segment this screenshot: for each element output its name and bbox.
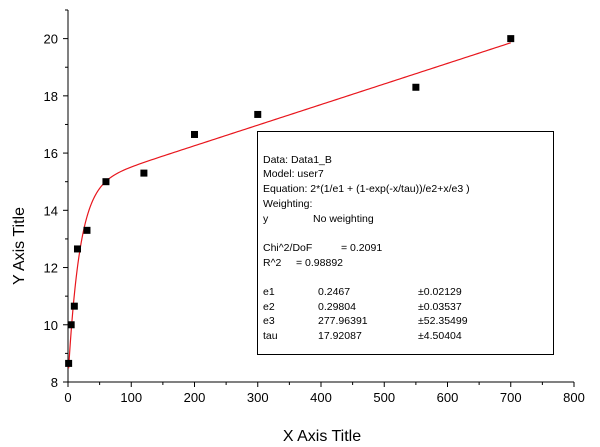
y-tick-label: 18 [44, 89, 58, 104]
data-point [412, 83, 420, 91]
data-point [70, 302, 78, 310]
param-error: ±52.35499 [418, 315, 468, 327]
param-value: 277.96391 [318, 315, 368, 327]
x-tick-label: 500 [373, 390, 395, 405]
data-point [83, 226, 91, 234]
data-point [67, 321, 75, 329]
param-value: 0.29804 [318, 300, 356, 313]
y-tick-label: 12 [44, 261, 58, 276]
y-tick-label: 16 [44, 146, 58, 161]
x-tick-label: 200 [184, 390, 206, 405]
data-point [65, 359, 73, 367]
chi-label: Chi^2/DoF [263, 242, 313, 254]
data-point [73, 245, 81, 253]
fit-model-line: Model: user7 [263, 168, 324, 180]
x-tick-label: 0 [64, 390, 71, 405]
y-tick-label: 20 [44, 32, 58, 47]
fit-curve-group [68, 42, 511, 369]
axes [63, 9, 575, 387]
fit-weighting-line: Weighting: [263, 198, 313, 210]
param-name: e2 [263, 300, 275, 313]
param-name: e1 [263, 286, 275, 298]
fit-equation-line: Equation: 2*(1/e1 + (1-exp(-x/tau))/e2+x… [263, 183, 470, 195]
x-axis-title: X Axis Title [283, 428, 361, 445]
x-tick-label: 700 [500, 390, 522, 405]
tick-labels: 0 100 200 300 400 500 600 700 800 8 10 12 14 16 18 20 [44, 32, 585, 405]
fit-data-line: Data: Data1_B [263, 154, 332, 166]
param-error: ±0.02129 [418, 286, 462, 298]
x-tick-label: 400 [310, 390, 332, 405]
param-error: ±4.50404 [418, 329, 462, 342]
chi-value: = 0.2091 [341, 242, 383, 254]
data-point [140, 169, 148, 177]
param-value: 17.92087 [318, 329, 362, 342]
y-tick-label: 8 [51, 375, 58, 390]
data-point [191, 130, 198, 138]
weight-value: No weighting [313, 213, 374, 225]
r2-label: R^2 [263, 257, 282, 269]
x-tick-label: 100 [120, 390, 142, 405]
weight-variable: y [263, 213, 269, 225]
fit-curve [68, 42, 511, 369]
y-tick-label: 10 [44, 318, 58, 333]
param-value: 0.2467 [318, 286, 351, 298]
data-points [65, 35, 515, 367]
y-tick-label: 14 [44, 203, 58, 218]
data-point [254, 110, 262, 118]
r2-value: = 0.98892 [296, 257, 344, 269]
param-error: ±0.03537 [418, 300, 462, 313]
param-name: e3 [263, 315, 275, 327]
data-point [102, 178, 110, 186]
y-axis-title: Y Axis Title [11, 207, 28, 285]
x-tick-label: 600 [437, 390, 459, 405]
data-point [507, 35, 515, 43]
param-name: tau [263, 329, 278, 342]
x-tick-label: 300 [247, 390, 269, 405]
x-tick-label: 800 [563, 390, 585, 405]
fit-results-box: Data: Data1_B Model: user7 Equation: 2*(… [257, 131, 554, 355]
